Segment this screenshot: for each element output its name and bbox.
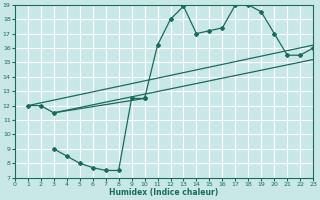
X-axis label: Humidex (Indice chaleur): Humidex (Indice chaleur) — [109, 188, 219, 197]
